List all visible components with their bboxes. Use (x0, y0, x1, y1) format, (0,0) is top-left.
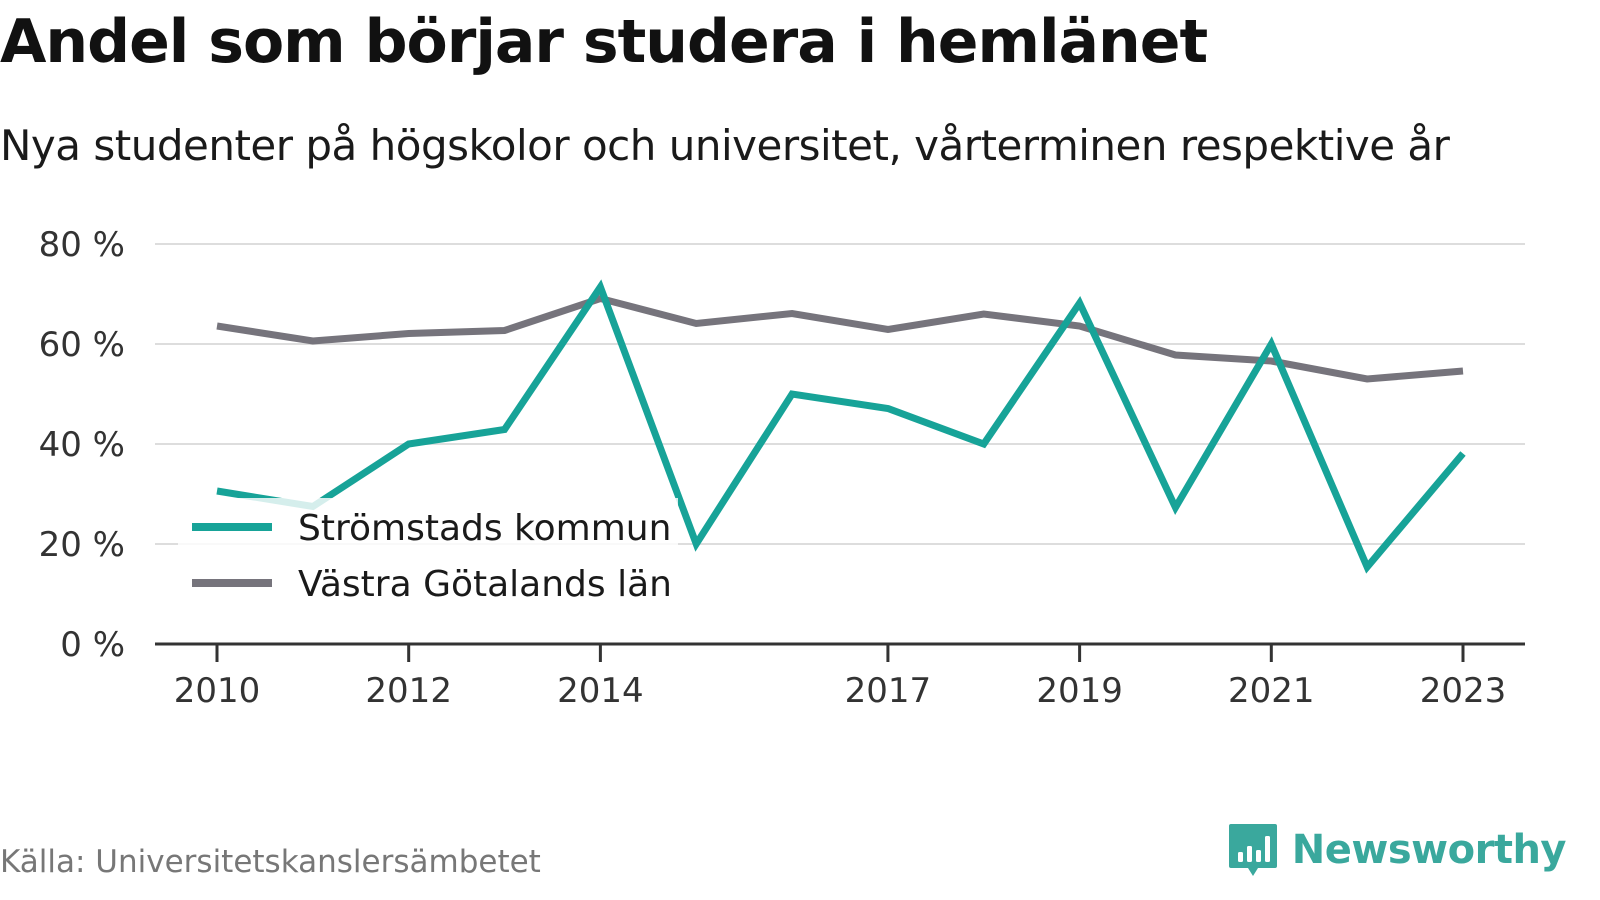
y-tick-label: 0 % (60, 625, 125, 665)
source-note: Källa: Universitetskanslersämbetet (0, 844, 541, 880)
x-tick-label: 2021 (1228, 671, 1315, 711)
chart-title: Andel som börjar studera i hemlänet (0, 7, 1208, 77)
x-tick-label: 2017 (845, 671, 932, 711)
newsworthy-logo-icon (1228, 824, 1277, 876)
x-tick-label: 2023 (1420, 671, 1507, 711)
brand-mark: Newsworthy (1228, 820, 1567, 880)
brand-name: Newsworthy (1291, 827, 1567, 873)
y-tick-label: 40 % (39, 425, 125, 465)
series-line-0 (216, 279, 1466, 574)
legend-label: Västra Götalands län (298, 564, 672, 605)
series-line-1 (216, 294, 1464, 383)
y-tick-label: 80 % (39, 225, 125, 265)
chart-subtitle: Nya studenter på högskolor och universit… (0, 121, 1450, 170)
y-tick-label: 20 % (39, 525, 125, 565)
legend-background (178, 498, 678, 610)
x-tick-label: 2012 (365, 671, 452, 711)
x-tick-label: 2019 (1036, 671, 1123, 711)
x-tick-label: 2010 (174, 671, 261, 711)
y-tick-label: 60 % (39, 325, 125, 365)
legend-label: Strömstads kommun (298, 508, 671, 549)
x-tick-label: 2014 (557, 671, 644, 711)
